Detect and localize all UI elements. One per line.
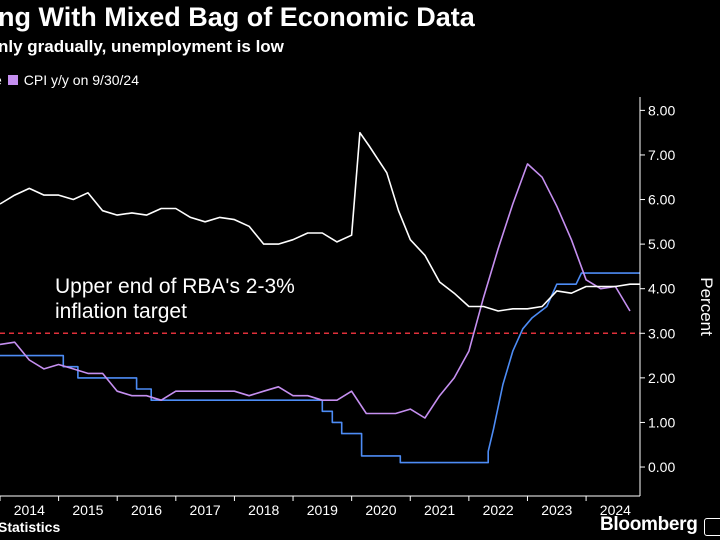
- x-tick-label: 2022: [483, 502, 514, 518]
- series-line-cash-rate: [0, 272, 640, 464]
- legend: e CPI y/y on 9/30/24: [0, 72, 139, 88]
- x-tick-label: 2015: [72, 502, 103, 518]
- x-tick-label: 2020: [365, 502, 396, 518]
- annotation-line: inflation target: [55, 300, 187, 323]
- chart-title: ng With Mixed Bag of Economic Data: [0, 2, 475, 32]
- chart-subtitle: nly gradually, unemployment is low: [0, 37, 284, 56]
- x-tick-label: 2021: [424, 502, 455, 518]
- x-tick-label: 2019: [307, 502, 338, 518]
- y-tick-label: 7.00: [648, 147, 675, 163]
- legend-label-cpi: CPI y/y on 9/30/24: [23, 72, 139, 88]
- x-tick-labels: 2014 2015 2016 2017 2018 2019 2020 2021 2022 2023…: [0, 496, 631, 518]
- y-tick-label: 8.00: [648, 102, 675, 118]
- x-tick-label: 2024: [600, 502, 631, 518]
- legend-swatch-cpi: [7, 75, 18, 85]
- y-tick-label: 5.00: [648, 236, 675, 252]
- x-tick-label: 2023: [541, 502, 572, 518]
- series-line-cpi: [0, 163, 631, 419]
- series-line-unemployment: [0, 131, 640, 312]
- bloomberg-logo: Bloomberg: [600, 514, 698, 535]
- annotation-line: Upper end of RBA's 2-3%: [55, 275, 295, 298]
- x-tick-label: 2016: [131, 502, 162, 518]
- source-note: Statistics: [0, 519, 61, 535]
- y-tick-label: 3.00: [648, 325, 675, 341]
- bloomberg-mark-icon: [704, 518, 720, 536]
- annotation: Upper end of RBA's 2-3%inflation target: [55, 275, 295, 323]
- y-tick-labels: 8.00 7.00 6.00 5.00 4.00 3.00 2.00 1.00 0.00: [640, 102, 675, 475]
- y-tick-label: 1.00: [648, 414, 675, 430]
- y-axis-label: Percent: [697, 277, 716, 336]
- x-tick-label: 2017: [190, 502, 221, 518]
- series-layer: [0, 131, 640, 464]
- y-tick-label: 0.00: [648, 459, 675, 475]
- x-tick-label: 2014: [14, 502, 45, 518]
- legend-item-cut: e: [0, 72, 2, 88]
- x-tick-label: 2018: [248, 502, 279, 518]
- y-tick-label: 2.00: [648, 370, 675, 386]
- y-tick-label: 6.00: [648, 192, 675, 208]
- y-tick-label: 4.00: [648, 281, 675, 297]
